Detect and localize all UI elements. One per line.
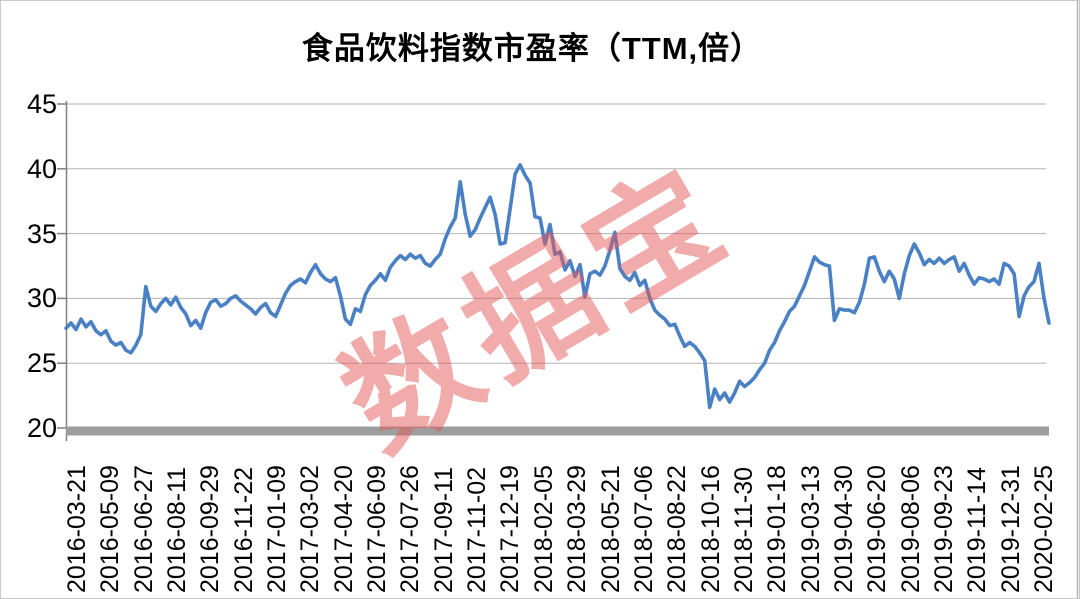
x-axis-label: 2019-11-14 bbox=[963, 466, 992, 593]
x-axis-label: 2016-05-09 bbox=[96, 465, 125, 593]
x-axis-label: 2016-06-27 bbox=[129, 465, 158, 593]
x-axis-label: 2018-05-21 bbox=[596, 465, 625, 593]
chart-title: 食品饮料指数市盈率（TTM,倍） bbox=[301, 31, 763, 66]
x-axis-label: 2017-07-26 bbox=[396, 465, 425, 593]
x-axis-label: 2018-11-30 bbox=[729, 466, 758, 593]
y-axis-label: 45 bbox=[26, 89, 57, 119]
x-axis-label: 2018-03-29 bbox=[563, 465, 592, 593]
y-axis-label: 40 bbox=[26, 153, 57, 184]
x-axis-label: 2018-08-22 bbox=[663, 465, 692, 593]
x-axis-label: 2016-11-22 bbox=[229, 466, 258, 593]
x-axis-label: 2019-04-30 bbox=[829, 465, 858, 593]
x-axis-label: 2017-09-11 bbox=[429, 466, 458, 593]
x-axis-label: 2018-10-16 bbox=[696, 465, 725, 593]
x-axis-label: 2017-04-20 bbox=[329, 465, 358, 593]
x-axis-label: 2016-08-11 bbox=[163, 466, 192, 593]
y-axis-label: 30 bbox=[26, 283, 57, 314]
x-axis-label: 2019-06-20 bbox=[863, 465, 892, 593]
x-axis-label: 2020-02-25 bbox=[1030, 465, 1058, 593]
x-axis-label: 2019-09-23 bbox=[929, 465, 958, 593]
x-axis-label: 2016-09-29 bbox=[196, 465, 225, 593]
x-axis-label: 2019-12-31 bbox=[996, 465, 1025, 593]
x-axis-baseline-bar bbox=[66, 426, 1049, 436]
x-axis-label: 2017-12-19 bbox=[496, 465, 525, 593]
x-axis-label: 2017-06-09 bbox=[363, 465, 392, 593]
y-axis-label: 25 bbox=[26, 348, 57, 379]
x-axis-label: 2017-03-02 bbox=[296, 465, 325, 593]
x-axis-label: 2017-01-09 bbox=[263, 465, 292, 593]
x-axis-label: 2018-02-05 bbox=[529, 465, 558, 593]
x-axis-label: 2019-08-06 bbox=[896, 465, 925, 593]
x-axis-label: 2017-11-02 bbox=[463, 466, 492, 593]
x-axis-label: 2016-03-21 bbox=[63, 465, 91, 593]
y-axis-label: 35 bbox=[26, 218, 57, 249]
x-axis-label: 2018-07-06 bbox=[629, 465, 658, 593]
x-axis-label: 2019-01-18 bbox=[763, 465, 792, 593]
y-axis-label: 20 bbox=[26, 413, 57, 443]
x-axis-label: 2019-03-13 bbox=[796, 465, 825, 593]
pe-line-series bbox=[64, 163, 1051, 410]
